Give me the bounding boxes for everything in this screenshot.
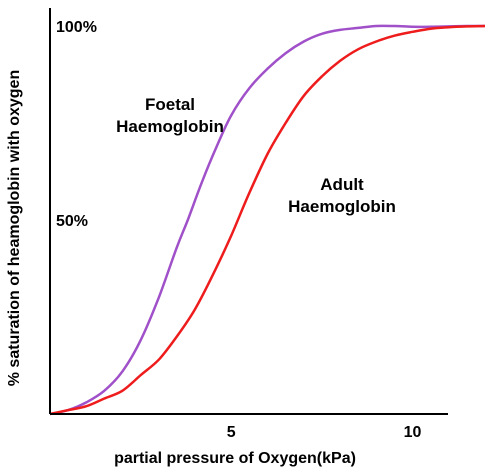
- curve-labels-group: Foetal Haemoglobin Adult Haemoglobin: [116, 95, 396, 216]
- foetal-haemoglobin-label: Foetal Haemoglobin: [116, 95, 224, 136]
- curves-group: [49, 24, 486, 416]
- x-tick-label: 10: [404, 424, 422, 441]
- tick-labels-group: 5 10 100% 50%: [56, 19, 422, 441]
- axes-group: [49, 8, 448, 415]
- y-tick-label: 50%: [56, 213, 88, 230]
- adult-haemoglobin-curve: [49, 24, 486, 416]
- foetal-haemoglobin-curve: [49, 24, 486, 416]
- adult-haemoglobin-label: Adult Haemoglobin: [288, 175, 396, 216]
- y-tick-label: 100%: [56, 19, 97, 36]
- y-axis-label: % saturation of heamoglobin with oxygen: [6, 70, 23, 386]
- x-axis-label: partial pressure of Oxygen(kPa): [114, 450, 356, 467]
- x-tick-label: 5: [227, 424, 236, 441]
